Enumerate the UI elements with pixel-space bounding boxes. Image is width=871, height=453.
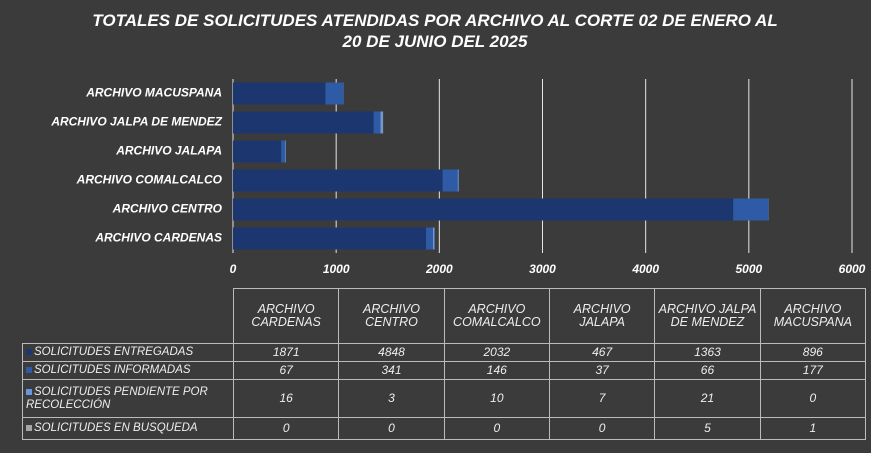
- legend-label: SOLICITUDES INFORMADAS: [34, 364, 191, 376]
- value-cell: 66: [654, 361, 761, 380]
- bar: [325, 82, 344, 105]
- value-cell: 3: [338, 379, 445, 418]
- header-cell: ARCHIVO MACUSPANA: [759, 288, 867, 344]
- bar: [233, 198, 734, 221]
- bar: [442, 169, 458, 192]
- chart-title: TOTALES DE SOLICITUDES ATENDIDAS POR ARC…: [92, 11, 778, 51]
- corner-cell: [23, 289, 234, 344]
- value-cell: 0: [338, 417, 445, 440]
- value-cell: 0: [232, 417, 340, 440]
- value-cell: 467: [548, 343, 656, 362]
- header-cell: ARCHIVO COMALCALCO: [443, 288, 550, 344]
- legend-label: SOLICITUDES EN BUSQUEDA: [34, 422, 198, 434]
- y-tick-label: ARCHIVO CARDENAS: [94, 231, 222, 245]
- y-tick-label: ARCHIVO CENTRO: [112, 202, 223, 216]
- value-cell: 37: [548, 361, 656, 380]
- bar: [281, 140, 285, 163]
- value-cell: 5: [654, 417, 761, 440]
- bar: [233, 169, 443, 192]
- x-tick-label: 2000: [425, 262, 453, 276]
- legend-swatch: [26, 388, 32, 395]
- bar: [233, 82, 326, 105]
- data-row: SOLICITUDES EN BUSQUEDA 0 0 0 0 5 1: [22, 417, 867, 440]
- bar: [426, 227, 433, 250]
- legend-label: SOLICITUDES ENTREGADAS: [34, 346, 194, 358]
- value-cell: 67: [232, 361, 340, 380]
- value-cell: 10: [443, 379, 550, 418]
- header-cell: ARCHIVO CARDENAS: [232, 288, 340, 344]
- legend-swatch: [26, 367, 32, 373]
- bar: [382, 111, 384, 134]
- header-cell: ARCHIVO JALPA DE MENDEZ: [654, 288, 761, 344]
- value-cell: 896: [759, 343, 867, 362]
- data-table: ARCHIVO CARDENAS ARCHIVO CENTRO ARCHIVO CO…: [22, 288, 867, 440]
- value-cell: 1: [759, 417, 867, 440]
- value-cell: 0: [443, 417, 550, 440]
- legend-cell: SOLICITUDES PENDIENTE POR RECOLECCIÓN: [22, 379, 234, 418]
- legend-swatch: [26, 349, 32, 355]
- bar: [284, 140, 286, 163]
- bar: [432, 227, 435, 250]
- bar: [233, 140, 282, 163]
- bar: [373, 111, 381, 134]
- value-cell: 1871: [232, 343, 340, 362]
- x-tick-label: 6000: [839, 262, 866, 276]
- header-row: ARCHIVO CARDENAS ARCHIVO CENTRO ARCHIVO CO…: [23, 288, 867, 344]
- x-tick-label: 3000: [529, 262, 556, 276]
- value-cell: 177: [759, 361, 867, 380]
- value-cell: 16: [232, 379, 340, 418]
- value-cell: 21: [654, 379, 761, 418]
- header-cell: ARCHIVO CENTRO: [338, 288, 445, 344]
- bar: [380, 111, 383, 134]
- data-row: SOLICITUDES ENTREGADAS 1871 4848 2032 467 136…: [22, 343, 867, 362]
- data-row: SOLICITUDES INFORMADAS 67 341 146 37 66 177: [22, 361, 867, 380]
- x-tick-label: 4000: [631, 262, 659, 276]
- x-tick-label: 0: [230, 262, 237, 276]
- value-cell: 146: [443, 361, 550, 380]
- value-cell: 0: [759, 379, 867, 418]
- value-cell: 0: [548, 417, 656, 440]
- legend-cell: SOLICITUDES INFORMADAS: [22, 361, 234, 380]
- legend-cell: SOLICITUDES EN BUSQUEDA: [22, 417, 234, 440]
- y-tick-label: ARCHIVO COMALCALCO: [76, 173, 223, 187]
- bar: [457, 169, 459, 192]
- y-tick-label: ARCHIVO MACUSPANA: [85, 86, 222, 100]
- plot: 0 1000 2000 3000 4000 5000 6000 ARCHIVO CARDENA…: [50, 79, 866, 276]
- legend-label: SOLICITUDES PENDIENTE POR RECOLECCIÓN: [26, 385, 208, 411]
- data-row: SOLICITUDES PENDIENTE POR RECOLECCIÓN 16 3…: [22, 379, 867, 418]
- y-tick-label: ARCHIVO JALAPA: [115, 144, 222, 158]
- legend-swatch: [26, 425, 32, 431]
- value-cell: 7: [548, 379, 656, 418]
- bar: [233, 227, 427, 250]
- bar: [233, 111, 374, 134]
- value-cell: 1363: [654, 343, 761, 362]
- x-tick-label: 5000: [735, 262, 762, 276]
- value-cell: 4848: [338, 343, 445, 362]
- value-cell: 2032: [443, 343, 550, 362]
- bar: [733, 198, 769, 221]
- y-tick-label: ARCHIVO JALPA DE MENDEZ: [50, 115, 222, 129]
- legend-cell: SOLICITUDES ENTREGADAS: [22, 343, 234, 362]
- header-cell: ARCHIVO JALAPA: [548, 288, 656, 344]
- x-tick-label: 1000: [323, 262, 350, 276]
- value-cell: 341: [338, 361, 445, 380]
